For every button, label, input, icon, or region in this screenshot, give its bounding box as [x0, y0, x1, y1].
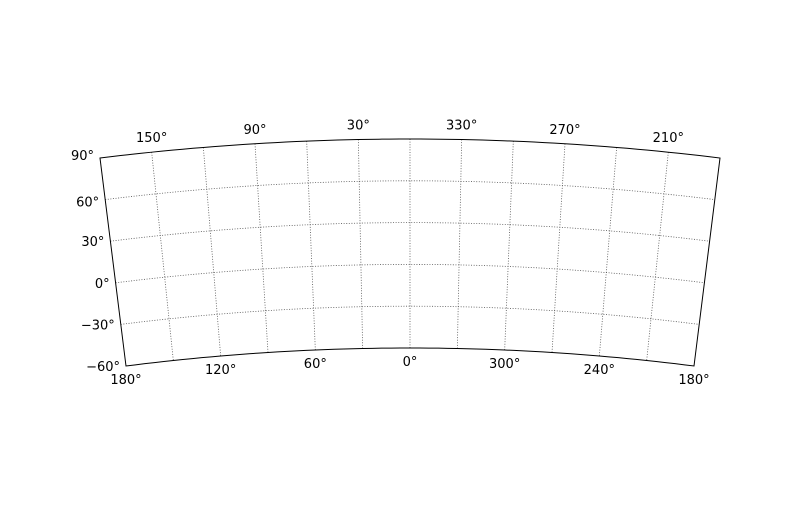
top-longitude-tick-label: 90°	[243, 123, 266, 138]
latitude-tick-label: −30°	[81, 318, 115, 333]
meridian-gridline	[254, 143, 269, 353]
meridian-gridline	[357, 139, 364, 349]
meridian-gridline	[551, 143, 566, 353]
bottom-longitude-tick-label: 180°	[678, 373, 709, 388]
latitude-tick-label: 30°	[81, 235, 104, 250]
top-longitude-tick-label: 330°	[446, 119, 477, 134]
meridian-gridline	[151, 152, 174, 361]
meridian-gridline	[646, 152, 669, 361]
meridian-gridline	[456, 139, 463, 349]
meridian-gridline	[202, 147, 222, 357]
parallel-gridline	[120, 305, 700, 325]
bottom-longitude-tick-label: 120°	[205, 363, 236, 378]
top-longitude-tick-label: 210°	[653, 131, 684, 146]
bottom-longitude-tick-label: 300°	[489, 357, 520, 372]
latitude-tick-label: 0°	[95, 277, 110, 292]
bottom-longitude-tick-label: 60°	[304, 357, 327, 372]
bottom-longitude-tick-label: 180°	[110, 373, 141, 388]
top-longitude-tick-label: 270°	[549, 123, 580, 138]
latitude-tick-label: 90°	[71, 149, 94, 164]
map-frame	[99, 138, 721, 367]
latitude-tick-label: −60°	[86, 360, 120, 375]
bottom-longitude-tick-label: 0°	[403, 355, 418, 370]
meridian-gridline	[504, 141, 514, 351]
meridian-gridline	[598, 147, 618, 357]
top-longitude-tick-label: 30°	[347, 119, 370, 134]
bottom-longitude-tick-label: 240°	[584, 363, 615, 378]
top-longitude-tick-label: 150°	[136, 131, 167, 146]
meridian-gridline	[306, 141, 316, 351]
latitude-tick-label: 60°	[76, 196, 99, 211]
